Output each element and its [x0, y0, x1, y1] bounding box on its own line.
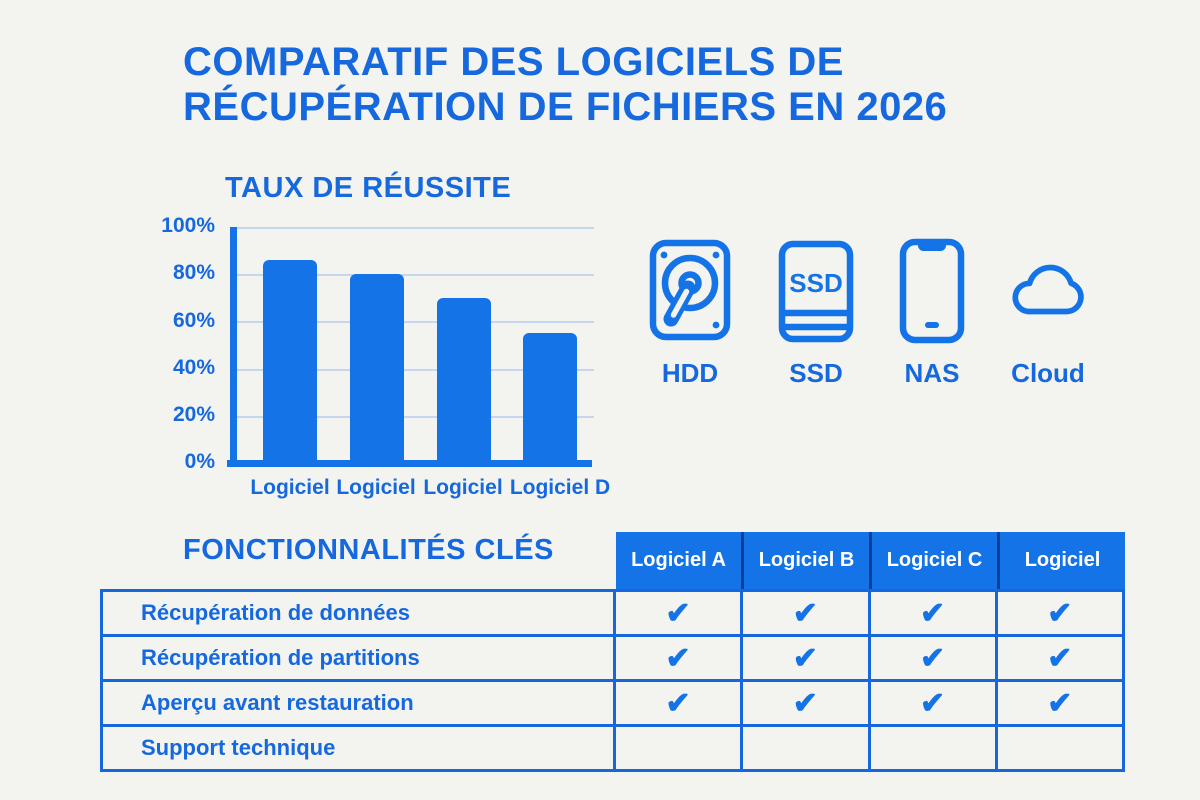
- gridline-60: [234, 321, 594, 324]
- bar-chart-plot-area: [230, 227, 594, 463]
- bar-logiciel-a: [263, 260, 317, 463]
- x-axis-line: [227, 460, 592, 467]
- feature-row-label: Récupération de données: [103, 592, 613, 634]
- check-icon: ✔: [997, 637, 1122, 679]
- nas-label: NAS: [904, 358, 960, 388]
- check-icon: ✔: [616, 637, 741, 679]
- empty-cell: [743, 727, 868, 769]
- bar-logiciel-d: [523, 333, 577, 463]
- x-label-logiciel-a: Logiciel: [250, 476, 330, 499]
- y-tick-0: 0%: [184, 450, 215, 473]
- y-tick-40: 40%: [172, 356, 215, 379]
- column-header-logiciel-c: Logiciel C: [872, 532, 997, 589]
- check-icon: ✔: [870, 637, 995, 679]
- feature-row-label: Aperçu avant restauration: [103, 682, 613, 724]
- empty-cell: [616, 727, 741, 769]
- x-label-logiciel-d: Logiciel D: [509, 476, 611, 499]
- check-icon: ✔: [743, 592, 868, 634]
- hdd-icon: [649, 239, 731, 341]
- gridline-20: [234, 415, 594, 418]
- feature-row-label: Récupération de partitions: [103, 637, 613, 679]
- nas-icon: [899, 238, 965, 344]
- column-header-logiciel-a: Logiciel A: [616, 532, 741, 589]
- feature-row-label: Support technique: [103, 727, 613, 769]
- y-axis-line: [230, 227, 237, 467]
- check-icon: ✔: [743, 637, 868, 679]
- page-title-line1: COMPARATIF DES LOGICIELS DE: [183, 40, 844, 84]
- y-tick-80: 80%: [172, 261, 215, 284]
- cloud-label: Cloud: [1011, 358, 1085, 388]
- bar-logiciel-b: [350, 274, 404, 463]
- check-icon: ✔: [870, 592, 995, 634]
- ssd-icon-text: SSD: [789, 268, 842, 298]
- x-label-logiciel-c: Logiciel: [423, 476, 503, 499]
- check-icon: ✔: [870, 682, 995, 724]
- features-table-header: Logiciel A Logiciel B Logiciel C Logicie…: [616, 532, 1125, 589]
- features-table-title: FONCTIONNALITÉS CLÉS: [183, 534, 554, 566]
- features-table: Récupération de données ✔ ✔ ✔ ✔ Récupéra…: [100, 589, 1125, 772]
- x-label-logiciel-b: Logiciel: [336, 476, 416, 499]
- y-tick-100: 100%: [161, 214, 215, 237]
- y-tick-60: 60%: [172, 309, 215, 332]
- check-icon: ✔: [616, 592, 741, 634]
- ssd-label: SSD: [789, 358, 843, 388]
- cloud-icon: [1012, 264, 1084, 315]
- empty-cell: [870, 727, 995, 769]
- check-icon: ✔: [997, 682, 1122, 724]
- check-icon: ✔: [743, 682, 868, 724]
- empty-cell: [997, 727, 1122, 769]
- y-tick-20: 20%: [172, 403, 215, 426]
- column-header-logiciel-d: Logiciel: [1000, 532, 1125, 589]
- gridline-80: [234, 274, 594, 277]
- check-icon: ✔: [997, 592, 1122, 634]
- hdd-label: HDD: [661, 358, 719, 388]
- gridline-100: [234, 227, 594, 229]
- column-header-logiciel-b: Logiciel B: [744, 532, 869, 589]
- page-title-line2: RÉCUPÉRATION DE FICHIERS EN 2026: [183, 85, 948, 129]
- bar-logiciel-c: [437, 297, 491, 463]
- check-icon: ✔: [616, 682, 741, 724]
- gridline-40: [234, 368, 594, 371]
- ssd-icon: SSD: [778, 240, 854, 343]
- chart-title: TAUX DE RÉUSSITE: [225, 172, 512, 204]
- page-title: COMPARATIF DES LOGICIELS DE RÉCUPÉRATION…: [183, 40, 1043, 130]
